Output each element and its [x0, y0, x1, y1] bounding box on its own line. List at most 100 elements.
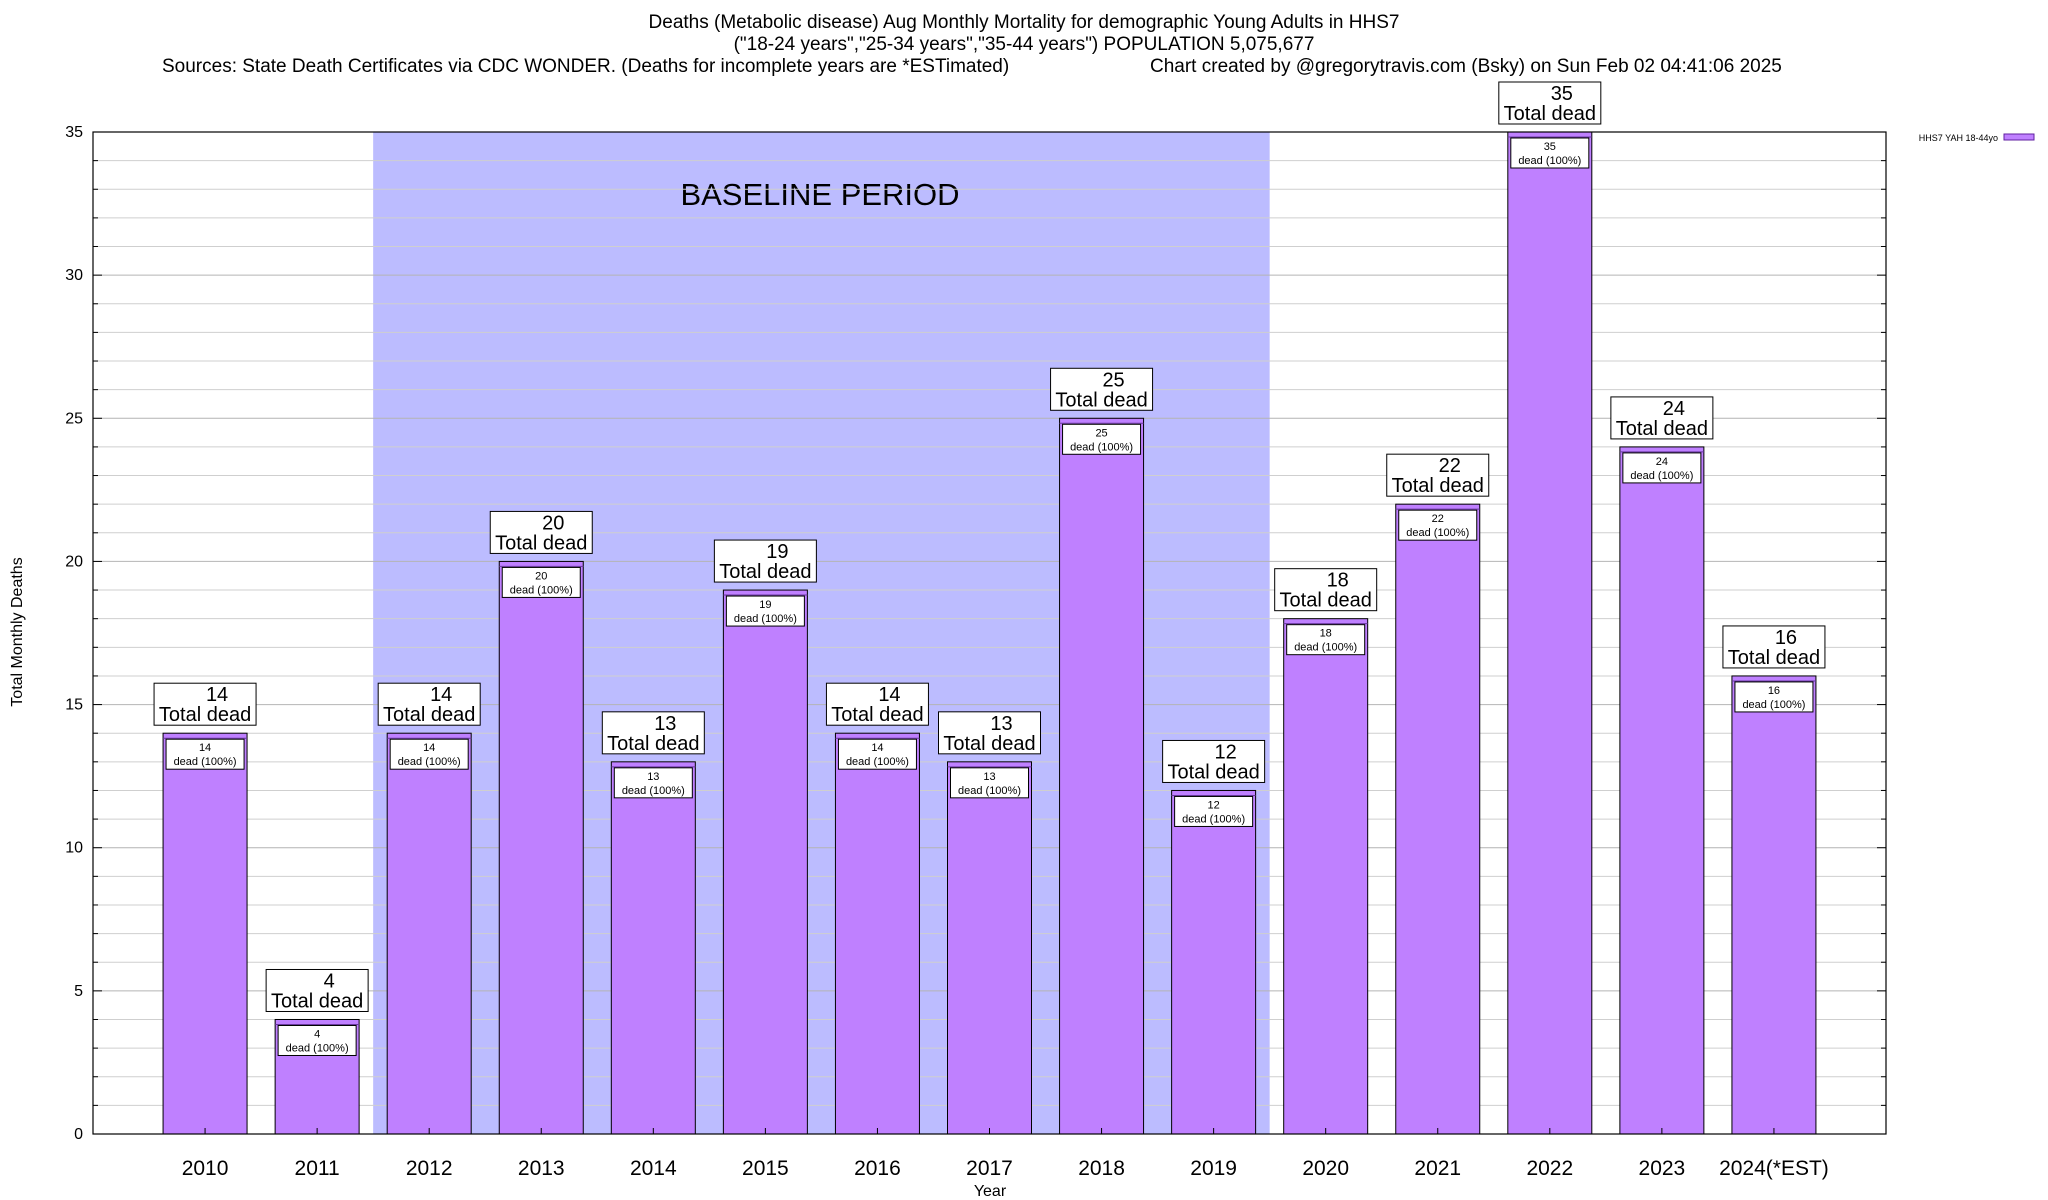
- total-value-label: 19: [766, 541, 788, 563]
- inner-label-box: [1510, 137, 1590, 169]
- inner-value-label: 16: [1768, 685, 1780, 697]
- inner-percent-label: dead (100%): [734, 613, 797, 625]
- bar: [1731, 675, 1817, 1135]
- total-suffix-label: Total dead: [607, 733, 699, 755]
- x-tick-label: 2011: [295, 1157, 340, 1180]
- total-label-box: [938, 711, 1041, 755]
- total-label-box: [1722, 625, 1826, 669]
- bar: [834, 732, 920, 1135]
- inner-percent-label: dead (100%): [286, 1042, 349, 1054]
- chart-sources: Sources: State Death Certificates via CD…: [162, 56, 1010, 77]
- inner-percent-label: dead (100%): [958, 785, 1021, 797]
- total-suffix-label: Total dead: [1616, 418, 1708, 440]
- y-tick-label: 30: [65, 267, 83, 284]
- y-axis-label: Total Monthly Deaths: [9, 557, 26, 706]
- total-value-label: 12: [1215, 741, 1237, 763]
- total-label-box: [1610, 396, 1714, 440]
- inner-value-label: 13: [647, 771, 659, 783]
- inner-percent-label: dead (100%): [1742, 699, 1805, 711]
- inner-percent-label: dead (100%): [398, 756, 461, 768]
- inner-label-box: [837, 738, 917, 770]
- x-tick-label: 2014: [630, 1157, 677, 1180]
- x-tick-label: 2017: [966, 1157, 1013, 1180]
- y-tick-label: 35: [65, 124, 83, 141]
- total-label-box: [713, 539, 817, 583]
- inner-label-box: [725, 595, 805, 627]
- inner-percent-label: dead (100%): [1406, 527, 1469, 539]
- x-tick-label: 2012: [406, 1157, 453, 1180]
- total-suffix-label: Total dead: [271, 990, 363, 1012]
- chart-subtitle: ("18-24 years","25-34 years","35-44 year…: [733, 34, 1315, 55]
- total-value-label: 14: [206, 684, 228, 706]
- y-tick-label: 10: [65, 840, 83, 857]
- bar: [1283, 618, 1369, 1135]
- x-tick-label: 2024(*EST): [1719, 1157, 1829, 1180]
- total-value-label: 4: [324, 970, 335, 992]
- total-label-box: [601, 711, 705, 755]
- legend: HHS7 YAH 18-44yo: [1919, 133, 2035, 143]
- legend-label: HHS7 YAH 18-44yo: [1919, 133, 1998, 143]
- total-suffix-label: Total dead: [1055, 389, 1147, 411]
- bar: [1619, 446, 1705, 1135]
- x-tick-label: 2015: [742, 1157, 789, 1180]
- inner-label-box: [1286, 624, 1366, 656]
- total-value-label: 14: [430, 684, 452, 706]
- total-suffix-label: Total dead: [1504, 103, 1596, 125]
- inner-value-label: 14: [423, 742, 435, 754]
- inner-value-label: 4: [314, 1028, 320, 1040]
- total-value-label: 16: [1775, 627, 1797, 649]
- inner-value-label: 19: [759, 599, 771, 611]
- baseline-period-label: BASELINE PERIOD: [680, 177, 959, 212]
- inner-percent-label: dead (100%): [1294, 642, 1357, 654]
- x-tick-label: 2022: [1526, 1157, 1573, 1180]
- inner-value-label: 24: [1656, 456, 1668, 468]
- inner-label-box: [1174, 795, 1254, 827]
- inner-percent-label: dead (100%): [846, 756, 909, 768]
- total-value-label: 25: [1102, 369, 1124, 391]
- total-suffix-label: Total dead: [1728, 647, 1820, 669]
- total-suffix-label: Total dead: [495, 532, 587, 554]
- x-tick-label: 2019: [1190, 1157, 1237, 1180]
- total-suffix-label: Total dead: [831, 704, 923, 726]
- x-tick-label: 2016: [854, 1157, 901, 1180]
- total-label-box: [1386, 453, 1490, 497]
- bar: [386, 732, 472, 1135]
- bar: [1395, 503, 1481, 1135]
- x-tick-label: 2020: [1302, 1157, 1349, 1180]
- x-tick-label: 2021: [1414, 1157, 1461, 1180]
- bar: [1059, 417, 1145, 1135]
- total-suffix-label: Total dead: [719, 561, 811, 583]
- total-suffix-label: Total dead: [1280, 590, 1372, 612]
- y-tick-label: 25: [65, 410, 83, 427]
- total-value-label: 22: [1439, 455, 1461, 477]
- x-tick-label: 2013: [518, 1157, 565, 1180]
- inner-value-label: 12: [1208, 799, 1220, 811]
- total-suffix-label: Total dead: [383, 704, 475, 726]
- inner-percent-label: dead (100%): [1182, 813, 1245, 825]
- y-tick-label: 20: [65, 553, 83, 570]
- total-suffix-label: Total dead: [943, 733, 1035, 755]
- chart-credit: Chart created by @gregorytravis.com (Bsk…: [1150, 56, 1782, 77]
- total-value-label: 13: [654, 713, 676, 735]
- total-value-label: 20: [542, 512, 564, 534]
- bar: [947, 761, 1032, 1135]
- inner-label-box: [1398, 509, 1478, 541]
- inner-value-label: 13: [983, 771, 995, 783]
- inner-value-label: 14: [199, 742, 211, 754]
- bar: [162, 732, 248, 1135]
- bar: [1507, 131, 1593, 1135]
- chart-title: Deaths (Metabolic disease) Aug Monthly M…: [648, 12, 1400, 33]
- x-tick-label: 2023: [1639, 1157, 1686, 1180]
- inner-label-box: [501, 566, 581, 598]
- total-value-label: 24: [1663, 398, 1685, 420]
- y-tick-label: 5: [74, 983, 83, 1000]
- inner-label-box: [950, 767, 1029, 799]
- total-label-box: [489, 510, 593, 554]
- inner-percent-label: dead (100%): [174, 756, 237, 768]
- total-suffix-label: Total dead: [159, 704, 251, 726]
- inner-label-box: [1062, 423, 1142, 455]
- total-value-label: 18: [1327, 570, 1349, 592]
- inner-percent-label: dead (100%): [510, 584, 573, 596]
- inner-value-label: 14: [871, 742, 883, 754]
- inner-percent-label: dead (100%): [1630, 470, 1693, 482]
